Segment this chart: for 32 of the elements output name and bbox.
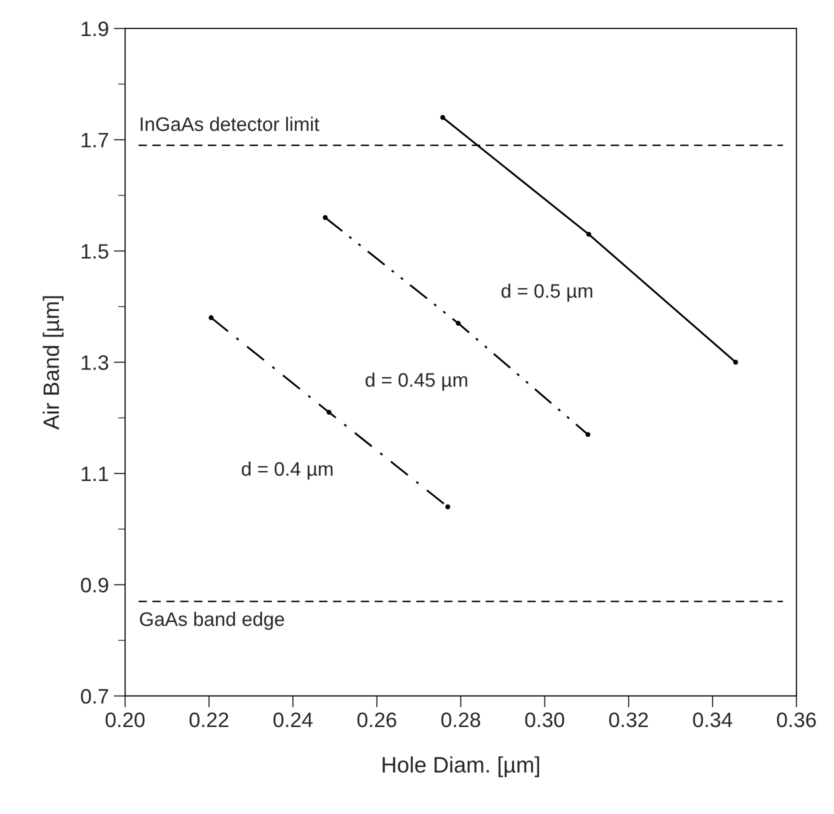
point xyxy=(326,410,332,415)
series-label: d = 0.4 µm xyxy=(242,462,332,480)
x-tick-label: 0.24 xyxy=(273,712,313,728)
y-tick-label: 1.9 xyxy=(82,21,108,36)
x-tick-label: 0.26 xyxy=(357,712,396,728)
point xyxy=(445,504,450,510)
y-tick-label: 0.9 xyxy=(80,578,108,592)
series-label: d = 0.45 µm xyxy=(366,372,468,391)
point xyxy=(322,215,328,220)
point xyxy=(208,315,214,320)
x-tick-label: 0.32 xyxy=(609,712,648,728)
y-tick-label: 1.7 xyxy=(82,132,108,148)
x-tick-label: 0.28 xyxy=(441,712,480,728)
point xyxy=(456,320,461,326)
ref-line-label: InGaAs detector limit xyxy=(140,116,320,132)
x-tick-label: 0.20 xyxy=(106,712,145,728)
point xyxy=(733,360,738,365)
y-tick-label: 1.3 xyxy=(82,355,108,370)
x-tick-label: 0.36 xyxy=(777,712,816,728)
y-tick-label: 1.1 xyxy=(82,466,108,482)
x-axis-title: Hole Diam. [µm] xyxy=(382,756,540,778)
x-tick-label: 0.34 xyxy=(693,712,732,728)
x-tick-label: 0.30 xyxy=(525,712,564,728)
x-tick-label: 0.22 xyxy=(190,712,228,728)
y-axis-title: Air Band [µm] xyxy=(42,296,64,430)
ref-line-label: GaAs band edge xyxy=(140,612,284,630)
point xyxy=(440,115,446,120)
point xyxy=(586,232,592,237)
y-tick-label: 1.5 xyxy=(82,244,108,259)
series-label: d = 0.5 µm xyxy=(502,284,592,302)
y-tick-label: 0.7 xyxy=(80,688,108,704)
point xyxy=(585,432,590,437)
